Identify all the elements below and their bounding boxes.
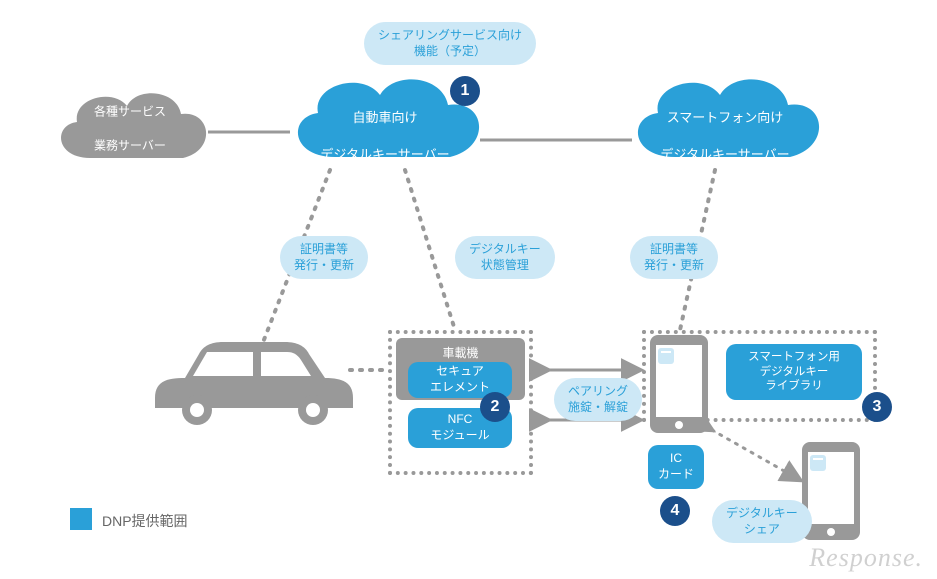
cloud-auto-l1: 自動車向け [352,110,417,125]
cloud-services-l2: 業務サーバー [94,139,166,153]
onboard-title: 車載機 [396,344,525,361]
cloud-services-l3: （カーシェア等） [82,172,178,186]
cloud-sp-l2: デジタルキーサーバー [660,146,789,161]
phone1-app-icon [658,348,674,364]
pill-cert-right: 証明書等 発行・更新 [630,236,718,279]
legend-square [70,508,92,530]
sp-library-box: スマートフォン用 デジタルキー ライブラリ [726,344,862,400]
badge-2: 2 [480,392,510,422]
edge-share [712,430,800,480]
car-icon [135,330,365,430]
pill-share: デジタルキー シェア [712,500,812,543]
cloud-smartphone-key-server: スマートフォン向け デジタルキーサーバー [620,65,830,175]
pill-pairing: ペアリング 施錠・解錠 [554,378,642,421]
pill-cert-left: 証明書等 発行・更新 [280,236,368,279]
cloud-services-l1: 各種サービス [94,105,166,119]
pill-sharing: シェアリングサービス向け 機能（予定） [364,22,536,65]
cloud-sp-l1: スマートフォン向け [667,110,784,125]
phone-icon-1 [648,333,710,435]
badge-1: 1 [450,76,480,106]
badge-4: 4 [660,496,690,526]
badge-3: 3 [862,392,892,422]
ic-card-box: IC カード [648,445,704,489]
pill-key-state: デジタルキー 状態管理 [455,236,555,279]
phone2-app-icon [810,455,826,471]
cloud-services: 各種サービス 業務サーバー （カーシェア等） [45,80,215,175]
edge-center-to-onboard [405,170,455,330]
cloud-auto-l2: デジタルキーサーバー [320,146,449,161]
watermark: Response. [809,543,923,573]
legend-text: DNP提供範囲 [102,511,188,531]
